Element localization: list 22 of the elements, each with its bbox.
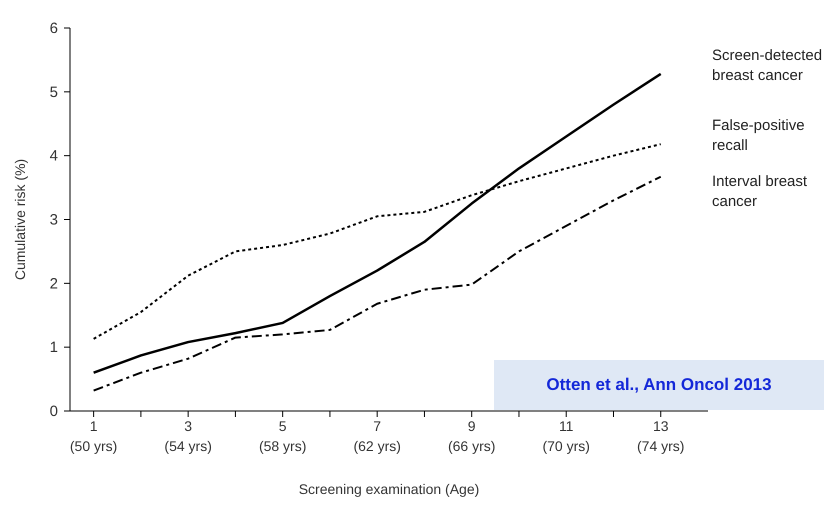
annotation: Otten et al., Ann Oncol 2013 (546, 375, 772, 395)
text: Screen-detected breast cancer (712, 46, 824, 86)
x-tick-label: 9 (66 yrs) (448, 418, 496, 454)
x-tick-label: 5 (58 yrs) (258, 418, 306, 454)
y-tick-label: 3 (50, 212, 58, 228)
y-tick-label: 5 (50, 84, 58, 101)
x-tick-label: 3 (54 yrs) (164, 418, 212, 454)
y-axis-title: Cumulative risk (%) (12, 158, 28, 280)
text: False-positive recall (712, 116, 806, 156)
x-tick-label: 13 (74 yrs) (637, 418, 684, 454)
y-tick-label: 0 (50, 403, 58, 420)
x-tick-label: 11 (70 yrs) (542, 418, 590, 454)
note-box: Otten et al., Ann Oncol 2013 (494, 360, 824, 410)
x-axis-title: Screening examination (Age) (298, 481, 480, 497)
y-tick-label: 1 (50, 339, 58, 356)
line-series (92, 72, 662, 374)
text: Interval breast cancer (712, 172, 808, 212)
x-tick-label: 7 (62 yrs) (353, 418, 401, 454)
y-tick-label: 6 (50, 20, 58, 37)
x-tick-label: 1 (50 yrs) (70, 418, 118, 454)
y-tick-label: 4 (50, 148, 58, 165)
y-tick-label: 2 (50, 275, 58, 292)
